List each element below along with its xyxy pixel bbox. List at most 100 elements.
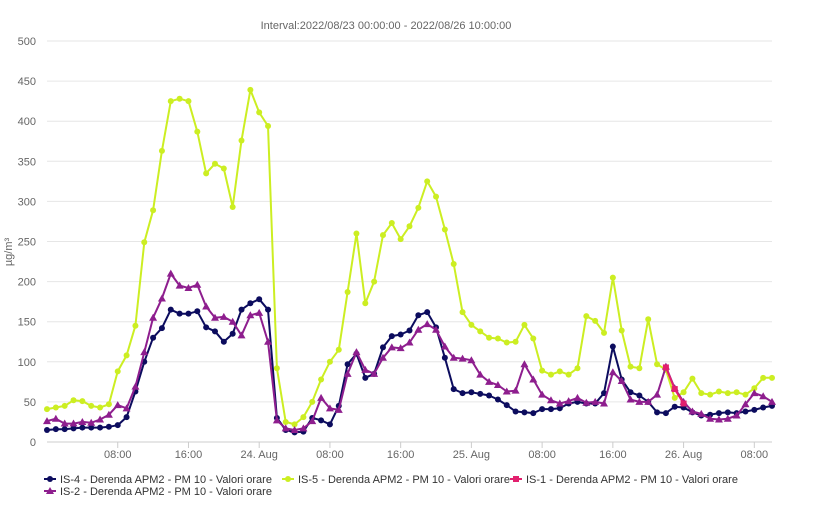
data-point <box>105 423 112 430</box>
series-3 <box>43 269 776 433</box>
data-point <box>335 346 342 353</box>
data-point <box>299 424 308 432</box>
data-point <box>592 317 599 324</box>
data-point <box>406 327 413 334</box>
y-tick-label: 350 <box>18 156 36 168</box>
data-point <box>88 424 95 431</box>
data-point <box>238 137 245 144</box>
data-point <box>574 365 581 372</box>
data-point <box>123 352 130 359</box>
data-point <box>325 404 334 412</box>
data-point <box>688 407 697 415</box>
legend-item[interactable]: IS-5 - Derenda APM2 - PM 10 - Valori ora… <box>282 474 510 486</box>
data-point <box>707 391 714 398</box>
data-point <box>202 302 211 310</box>
data-point <box>61 426 68 433</box>
series-0 <box>44 296 775 436</box>
data-point <box>44 426 50 433</box>
data-point <box>344 361 351 368</box>
data-point <box>769 374 775 381</box>
data-point <box>317 393 326 401</box>
data-point <box>564 397 573 405</box>
data-point <box>405 338 414 346</box>
data-point <box>459 309 466 316</box>
legend-item[interactable]: IS-4 - Derenda APM2 - PM 10 - Valori ora… <box>44 474 272 486</box>
data-point <box>512 408 519 415</box>
data-point <box>671 403 678 410</box>
data-point <box>644 397 653 405</box>
data-point <box>203 324 210 331</box>
data-point <box>326 358 333 365</box>
data-point <box>618 327 625 334</box>
data-point <box>635 397 644 405</box>
data-point <box>547 406 554 413</box>
grid-lines <box>47 40 772 443</box>
data-point <box>79 398 86 405</box>
x-tick-label: 25. Aug <box>453 449 490 461</box>
data-point <box>114 422 121 429</box>
data-point <box>742 391 749 398</box>
data-point <box>432 325 441 333</box>
data-point <box>468 389 475 396</box>
y-tick-label: 200 <box>18 277 36 289</box>
data-point <box>636 365 643 372</box>
data-point <box>61 402 68 409</box>
data-point <box>184 284 193 292</box>
data-point <box>210 313 219 321</box>
data-point <box>645 316 652 323</box>
data-point <box>600 399 609 407</box>
data-point <box>459 390 466 397</box>
legend-label: IS-5 - Derenda APM2 - PM 10 - Valori ora… <box>298 474 510 486</box>
data-point <box>539 406 546 413</box>
data-point <box>741 400 750 408</box>
data-point <box>264 337 273 345</box>
data-point <box>388 220 395 227</box>
data-point <box>583 313 590 320</box>
legend-label: IS-2 - Derenda APM2 - PM 10 - Valori ora… <box>60 486 272 498</box>
legend-label: IS-4 - Derenda APM2 - PM 10 - Valori ora… <box>60 474 272 486</box>
legend-item[interactable]: IS-1 - Derenda APM2 - PM 10 - Valori ora… <box>510 474 738 486</box>
y-tick-label: 400 <box>18 116 36 128</box>
data-point <box>272 416 281 424</box>
data-point <box>256 296 263 303</box>
data-point <box>654 361 661 368</box>
data-point <box>47 476 53 482</box>
data-point <box>388 333 395 340</box>
data-point <box>176 310 183 317</box>
data-point <box>627 363 634 370</box>
data-point <box>378 353 387 361</box>
data-point <box>555 399 564 407</box>
data-point <box>760 404 767 411</box>
data-point <box>140 348 149 356</box>
data-point <box>150 207 157 214</box>
data-point <box>680 389 687 396</box>
data-point <box>750 389 759 397</box>
data-point <box>546 396 555 404</box>
data-point <box>265 123 272 130</box>
data-point <box>573 393 582 401</box>
data-point <box>70 425 77 432</box>
data-point <box>113 401 122 409</box>
data-point <box>229 330 236 337</box>
data-point <box>157 294 166 302</box>
data-point <box>175 281 184 289</box>
data-point <box>582 398 591 406</box>
data-point <box>698 390 705 397</box>
data-point <box>52 426 59 433</box>
data-point <box>194 128 201 135</box>
data-point <box>724 409 731 416</box>
legend-item[interactable]: IS-2 - Derenda APM2 - PM 10 - Valori ora… <box>44 486 272 498</box>
data-point <box>494 335 501 342</box>
data-point <box>415 312 422 319</box>
data-point <box>281 424 290 432</box>
data-point <box>547 371 554 378</box>
data-point <box>768 397 776 405</box>
data-point <box>308 417 317 425</box>
data-point <box>132 322 139 329</box>
data-point <box>415 204 422 211</box>
data-point <box>714 415 723 423</box>
axes: 0 50 100 150 200 250 300 350 400 450 500 08:00 16:00… <box>18 36 768 461</box>
data-point <box>211 160 218 167</box>
data-point <box>486 392 493 399</box>
data-point <box>273 365 280 372</box>
